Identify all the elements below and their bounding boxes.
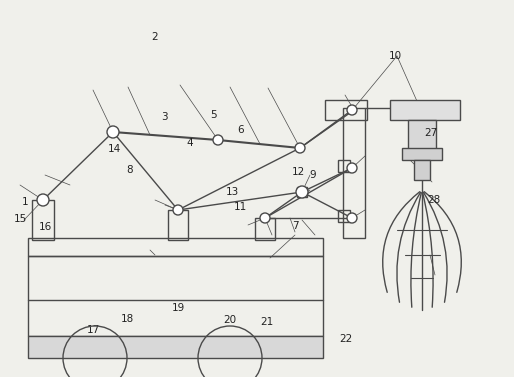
- Circle shape: [347, 105, 357, 115]
- Text: 16: 16: [39, 222, 52, 232]
- Circle shape: [107, 126, 119, 138]
- Bar: [338, 210, 350, 222]
- Bar: [297, 187, 307, 197]
- Bar: [32, 200, 54, 240]
- Bar: [414, 160, 430, 180]
- Text: 5: 5: [210, 110, 216, 120]
- Text: 20: 20: [224, 315, 237, 325]
- Bar: [390, 100, 460, 120]
- Text: 18: 18: [121, 314, 134, 323]
- Text: 17: 17: [87, 325, 100, 335]
- Text: 1: 1: [22, 197, 28, 207]
- Text: 13: 13: [226, 187, 239, 197]
- Text: 27: 27: [424, 128, 437, 138]
- Text: 3: 3: [161, 112, 168, 122]
- Text: 12: 12: [291, 167, 305, 176]
- Text: 22: 22: [339, 334, 352, 344]
- Text: 8: 8: [127, 166, 133, 175]
- Bar: [28, 238, 323, 256]
- Circle shape: [347, 213, 357, 223]
- Text: 19: 19: [172, 303, 186, 313]
- Bar: [408, 120, 436, 150]
- Text: 10: 10: [389, 51, 402, 61]
- Bar: [255, 218, 275, 240]
- Text: 14: 14: [107, 144, 121, 154]
- Circle shape: [260, 213, 270, 223]
- Circle shape: [37, 194, 49, 206]
- Bar: [338, 160, 350, 172]
- Text: 15: 15: [14, 215, 27, 224]
- Text: 28: 28: [428, 195, 441, 205]
- Circle shape: [347, 163, 357, 173]
- Text: 2: 2: [151, 32, 157, 42]
- Bar: [28, 256, 323, 336]
- Bar: [325, 100, 367, 120]
- Text: 21: 21: [261, 317, 274, 327]
- Text: 9: 9: [309, 170, 316, 180]
- Bar: [28, 336, 323, 358]
- Bar: [168, 210, 188, 240]
- Circle shape: [296, 186, 308, 198]
- Text: 11: 11: [234, 202, 247, 211]
- Text: 7: 7: [292, 221, 299, 231]
- Circle shape: [295, 143, 305, 153]
- Circle shape: [173, 205, 183, 215]
- Bar: [402, 148, 442, 160]
- Circle shape: [213, 135, 223, 145]
- Text: 6: 6: [237, 125, 244, 135]
- Text: 4: 4: [187, 138, 193, 148]
- Bar: [343, 108, 365, 238]
